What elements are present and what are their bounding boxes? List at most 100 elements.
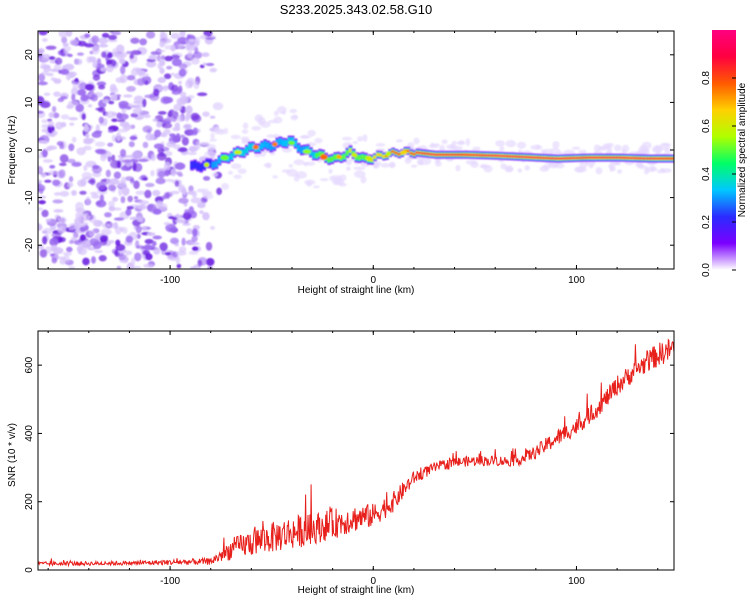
noise-blob bbox=[100, 228, 112, 236]
ridge-segment bbox=[302, 146, 307, 153]
ridge-core bbox=[351, 152, 358, 158]
noise-blob bbox=[47, 170, 59, 176]
noise-blob bbox=[68, 266, 75, 269]
noise-blob bbox=[101, 51, 107, 58]
ridge-segment bbox=[470, 154, 475, 156]
noise-blob bbox=[68, 239, 74, 245]
noise-blob bbox=[95, 199, 107, 208]
noise-blob bbox=[94, 130, 103, 134]
noise-blob bbox=[135, 225, 142, 234]
noise-blob bbox=[69, 39, 79, 46]
noise-blob bbox=[110, 94, 118, 101]
noise-blob bbox=[193, 81, 200, 90]
ridge-segment bbox=[443, 154, 447, 156]
noise-blob bbox=[98, 84, 106, 90]
noise-blob bbox=[164, 169, 170, 177]
noise-blob bbox=[126, 75, 136, 81]
noise-blob bbox=[38, 200, 46, 205]
noise-blob bbox=[144, 238, 154, 245]
noise-blob bbox=[164, 178, 174, 183]
ridge-segment bbox=[507, 155, 511, 157]
noise-blob bbox=[77, 40, 87, 47]
noise-blob bbox=[83, 164, 88, 172]
noise-blob bbox=[202, 111, 210, 117]
halo-blob bbox=[307, 129, 316, 137]
halo-blob bbox=[329, 175, 335, 182]
ridge-segment bbox=[263, 141, 267, 148]
ridge-segment bbox=[516, 156, 520, 158]
noise-blob bbox=[156, 121, 162, 128]
ridge-segment bbox=[437, 154, 441, 156]
noise-blob bbox=[111, 31, 122, 36]
noise-blob bbox=[161, 122, 173, 129]
noise-blob bbox=[68, 100, 79, 107]
noise-blob bbox=[118, 187, 123, 197]
halo-blob bbox=[517, 168, 523, 173]
ridge-segment bbox=[464, 154, 469, 156]
noise-blob bbox=[102, 118, 108, 126]
noise-blob bbox=[101, 32, 110, 39]
halo-blob bbox=[430, 142, 435, 148]
ridge-segment bbox=[348, 148, 353, 153]
noise-blob bbox=[38, 81, 48, 86]
noise-blob bbox=[164, 45, 175, 50]
halo-blob bbox=[404, 157, 412, 164]
ridge-segment bbox=[339, 155, 344, 161]
noise-blob bbox=[174, 180, 180, 187]
halo-blob bbox=[237, 168, 247, 174]
halo-blob bbox=[276, 106, 287, 114]
noise-blob bbox=[202, 175, 211, 181]
noise-blob bbox=[133, 196, 139, 200]
noise-blob bbox=[111, 154, 116, 162]
snr-x-tick-label: 100 bbox=[568, 576, 585, 587]
noise-blob bbox=[85, 196, 91, 206]
halo-blob bbox=[210, 132, 215, 140]
ridge-segment bbox=[604, 157, 609, 159]
noise-blob bbox=[46, 118, 53, 122]
noise-blob bbox=[170, 168, 177, 177]
halo-blob bbox=[273, 116, 283, 124]
noise-blob bbox=[177, 44, 185, 49]
noise-blob bbox=[102, 99, 110, 104]
noise-blob bbox=[188, 250, 199, 255]
ridge-segment bbox=[568, 157, 572, 159]
noise-blob bbox=[83, 145, 92, 151]
ridge-segment bbox=[229, 153, 234, 160]
noise-blob bbox=[87, 104, 93, 108]
ridge-core bbox=[320, 154, 328, 160]
ridge-segment bbox=[616, 157, 621, 159]
noise-blob bbox=[98, 43, 109, 48]
noise-blob bbox=[58, 31, 68, 38]
halo-blob bbox=[613, 144, 622, 152]
noise-blob bbox=[38, 140, 49, 144]
halo-blob bbox=[610, 166, 616, 172]
ridge-segment bbox=[211, 161, 216, 169]
noise-blob bbox=[207, 266, 214, 269]
halo-blob bbox=[313, 185, 320, 189]
noise-blob bbox=[54, 214, 60, 220]
noise-blob bbox=[130, 112, 139, 118]
noise-blob bbox=[82, 257, 90, 266]
noise-blob bbox=[190, 57, 200, 65]
noise-blob bbox=[156, 152, 167, 161]
ridge-segment bbox=[193, 160, 197, 169]
noise-blob bbox=[38, 31, 48, 36]
noise-blob bbox=[48, 56, 56, 61]
noise-blob bbox=[176, 250, 187, 256]
noise-blob bbox=[167, 110, 173, 118]
ridge-segment bbox=[598, 157, 603, 159]
noise-blob bbox=[202, 212, 210, 221]
noise-blob bbox=[76, 89, 87, 96]
ridge-segment bbox=[644, 157, 648, 160]
noise-blob bbox=[199, 210, 204, 215]
ridge-segment bbox=[546, 157, 551, 159]
spectrogram-ylabel: Frequency (Hz) bbox=[7, 116, 18, 185]
noise-blob bbox=[205, 62, 215, 67]
ridge-segment bbox=[488, 154, 493, 157]
noise-blob bbox=[177, 115, 184, 123]
noise-blob bbox=[130, 68, 139, 77]
noise-blob bbox=[189, 130, 198, 136]
snr-y-ticks: 0 200 400 600 bbox=[24, 356, 674, 573]
noise-blob bbox=[68, 227, 75, 231]
ridge-segment bbox=[354, 154, 359, 160]
